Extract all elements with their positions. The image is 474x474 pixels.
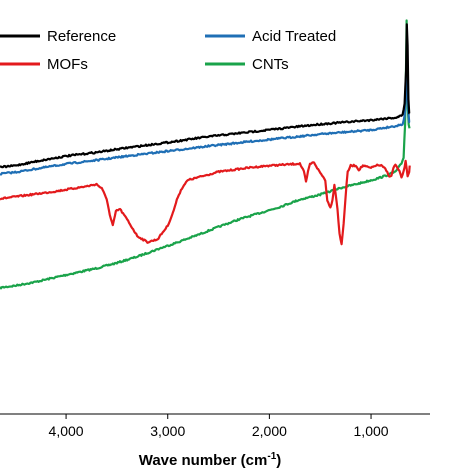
legend-label-reference: Reference <box>47 28 116 45</box>
plot-area <box>0 19 411 290</box>
legend-label-cnts: CNTs <box>252 56 289 73</box>
legend: Reference Acid Treated MOFs CNTs <box>0 28 336 73</box>
series-line-cnts <box>0 19 411 290</box>
x-axis-title: Wave number (cm-1) <box>139 451 282 469</box>
x-tick-label: 2,000 <box>252 423 287 439</box>
x-tick-label: 4,000 <box>49 423 84 439</box>
series-line-reference <box>0 23 411 169</box>
x-tick-label: 1,000 <box>354 423 389 439</box>
x-axis-title-sup: -1 <box>267 451 276 462</box>
series-line-mofs <box>0 159 411 246</box>
series-line-acid-treated <box>0 72 411 176</box>
legend-label-acid-treated: Acid Treated <box>252 28 336 45</box>
x-axis-title-tail: ) <box>276 452 281 469</box>
x-axis: 4,000 3,000 2,000 1,000 <box>0 413 430 439</box>
x-axis-title-main: Wave number (cm <box>139 452 268 469</box>
legend-label-mofs: MOFs <box>47 56 88 73</box>
x-tick-label: 3,000 <box>150 423 185 439</box>
